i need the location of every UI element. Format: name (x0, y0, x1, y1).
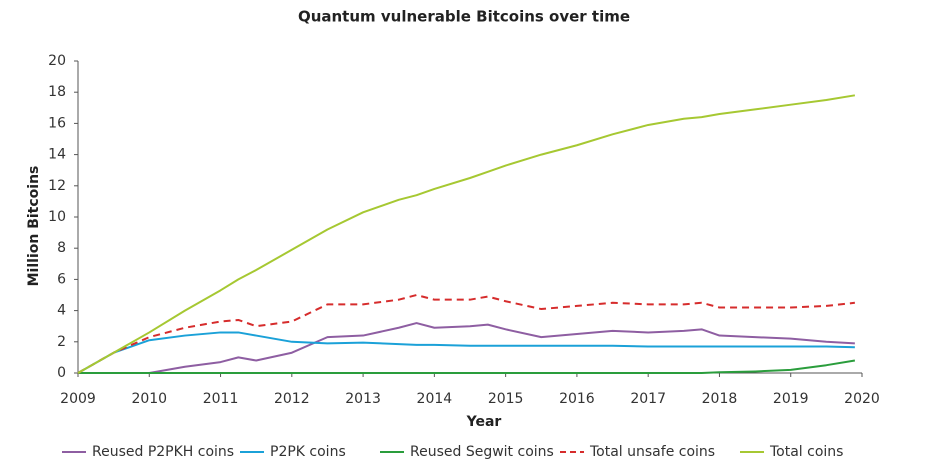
y-tick-label: 16 (48, 115, 66, 131)
x-axis-label: Year (466, 414, 502, 430)
legend-label: P2PK coins (270, 444, 346, 460)
y-tick-label: 14 (48, 147, 66, 163)
legend-label: Total coins (769, 444, 843, 460)
legend-label: Reused Segwit coins (410, 444, 554, 460)
y-tick-label: 20 (48, 53, 66, 69)
series-line (78, 322, 855, 374)
y-tick-label: 0 (57, 365, 66, 381)
x-tick-label: 2016 (559, 391, 595, 407)
series-line (77, 331, 855, 374)
y-axis-label: Million Bitcoins (26, 166, 42, 287)
legend-label: Reused P2PKH coins (92, 444, 234, 460)
legend-label: Total unsafe coins (589, 444, 715, 460)
y-tick-label: 10 (48, 209, 66, 225)
x-tick-label: 2017 (630, 391, 666, 407)
y-tick-label: 2 (57, 334, 66, 350)
x-tick-label: 2010 (131, 391, 167, 407)
x-tick-label: 2009 (60, 391, 96, 407)
x-tick-label: 2019 (773, 391, 809, 407)
y-tick-label: 18 (48, 84, 66, 100)
y-tick-label: 4 (57, 303, 66, 319)
x-tick-label: 2013 (345, 391, 381, 407)
x-tick-label: 2020 (844, 391, 880, 407)
series-line (77, 94, 856, 374)
x-tick-label: 2012 (274, 391, 310, 407)
x-tick-label: 2014 (417, 391, 453, 407)
y-tick-label: 6 (57, 271, 66, 287)
x-tick-label: 2015 (488, 391, 524, 407)
chart-title: Quantum vulnerable Bitcoins over time (298, 8, 630, 26)
series-line (78, 359, 856, 374)
series-line (77, 294, 855, 374)
x-tick-label: 2011 (203, 391, 239, 407)
y-tick-label: 12 (48, 178, 66, 194)
x-tick-label: 2018 (702, 391, 738, 407)
y-tick-label: 8 (57, 240, 66, 256)
